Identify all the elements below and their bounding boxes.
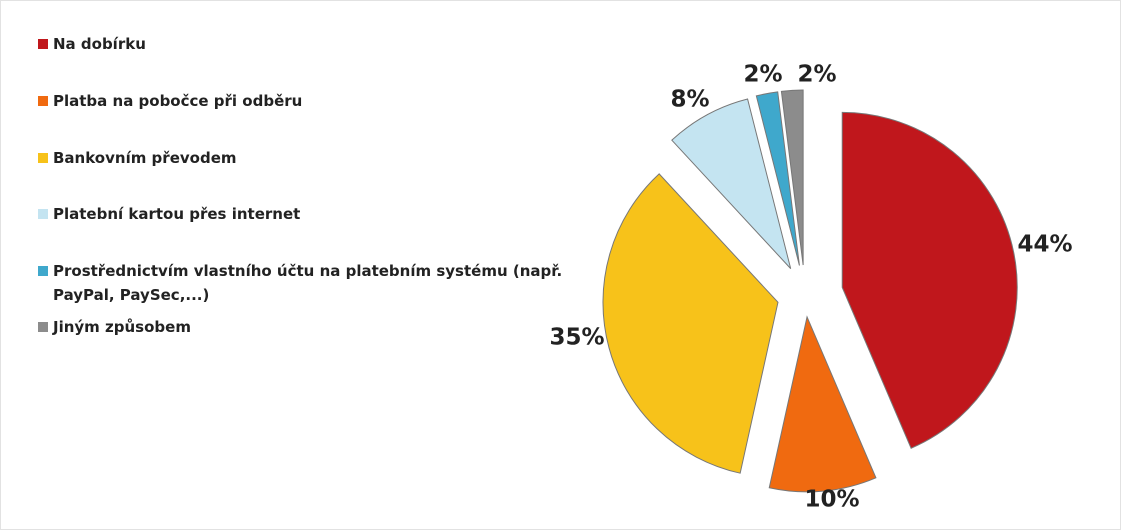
pie-slice	[780, 89, 804, 266]
legend-swatch	[38, 209, 48, 219]
pie-slice	[768, 315, 877, 493]
legend-swatch	[38, 39, 48, 49]
legend-label: Jiným způsobem	[53, 318, 191, 336]
legend-item: Prostřednictvím vlastního účtu na plateb…	[38, 259, 583, 307]
pie-slice	[755, 91, 800, 266]
data-label: 2%	[797, 62, 836, 88]
legend-label: Platba na pobočce při odběru	[53, 92, 303, 110]
legend-label: Bankovním převodem	[53, 149, 237, 167]
legend-swatch	[38, 266, 48, 276]
legend-label: Prostřednictvím vlastního účtu na plateb…	[53, 262, 563, 304]
pie-slice	[602, 173, 779, 474]
pie-slice	[841, 111, 1018, 449]
legend-swatch	[38, 96, 48, 106]
data-label: 35%	[549, 325, 604, 351]
legend-item: Na dobírku	[38, 32, 583, 56]
legend-label: Platební kartou přes internet	[53, 205, 301, 223]
legend-label: Na dobírku	[53, 35, 146, 53]
legend-swatch	[38, 322, 48, 332]
legend-item: Platba na pobočce při odběru	[38, 89, 583, 113]
data-label: 44%	[1017, 232, 1072, 258]
pie-slice	[671, 98, 792, 269]
data-label: 8%	[670, 87, 709, 113]
data-label: 2%	[743, 62, 782, 88]
legend-swatch	[38, 153, 48, 163]
legend-item: Platební kartou přes internet	[38, 202, 583, 226]
legend-item: Bankovním převodem	[38, 146, 583, 170]
data-label: 10%	[804, 487, 859, 513]
legend-item: Jiným způsobem	[38, 315, 583, 339]
